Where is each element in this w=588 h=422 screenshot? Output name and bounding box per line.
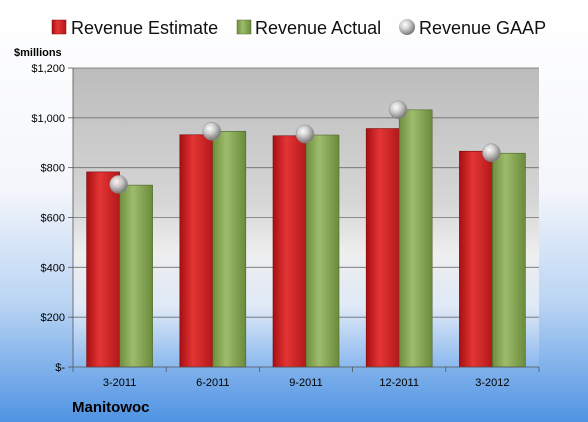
company-name: Manitowoc <box>72 399 150 416</box>
y-tick-label: $800 <box>41 163 65 175</box>
y-tick-label: $1,000 <box>31 113 65 125</box>
bar-revenue-actual <box>492 152 526 368</box>
marker-revenue-gaap <box>295 124 315 144</box>
legend-label-estimate: Revenue Estimate <box>71 18 218 38</box>
x-tick-label: 6-2011 <box>196 377 229 389</box>
y-tick-label: $600 <box>41 213 65 225</box>
x-tick-label: 3-2012 <box>475 377 509 389</box>
legend-swatch-gaap <box>399 19 415 35</box>
marker-revenue-gaap <box>482 143 501 162</box>
axes: $- $200 $400 $600 $800 $1,000 $1,200 3-2011 6-20… <box>31 63 540 389</box>
bar-revenue-actual <box>212 130 247 368</box>
legend-label-actual: Revenue Actual <box>255 18 381 38</box>
gaap-markers <box>109 100 501 194</box>
legend-item-revenue-estimate: Revenue Estimate <box>51 18 218 38</box>
bar-revenue-actual <box>305 134 340 368</box>
y-tick-label: $400 <box>41 262 65 274</box>
marker-revenue-gaap <box>202 122 222 141</box>
bar-revenue-estimate <box>86 171 120 368</box>
y-tick-label: $200 <box>41 312 65 324</box>
y-tick-label: $1,200 <box>31 63 65 75</box>
y-axis-unit-label: $millions <box>14 47 62 59</box>
marker-revenue-gaap <box>388 100 408 120</box>
bar-revenue-actual <box>398 109 433 368</box>
legend-item-revenue-actual: Revenue Actual <box>236 18 381 38</box>
x-tick-label: 3-2011 <box>103 377 136 389</box>
bar-revenue-estimate <box>272 135 307 368</box>
x-tick-label: 12-2011 <box>379 377 419 389</box>
bar-revenue-actual <box>119 184 153 368</box>
legend-swatch-actual <box>236 19 252 35</box>
legend-swatch-estimate <box>51 19 67 35</box>
bar-revenue-estimate <box>459 150 493 368</box>
legend-item-revenue-gaap: Revenue GAAP <box>399 18 546 38</box>
bar-revenue-estimate <box>179 134 214 368</box>
legend-label-gaap: Revenue GAAP <box>419 18 546 38</box>
legend: Revenue Estimate Revenue Actual Revenue … <box>51 18 546 38</box>
bars <box>86 109 526 368</box>
y-tick-label: $- <box>55 362 65 374</box>
bar-revenue-estimate <box>365 128 400 368</box>
x-tick-label: 9-2011 <box>289 377 322 389</box>
marker-revenue-gaap <box>109 175 128 194</box>
